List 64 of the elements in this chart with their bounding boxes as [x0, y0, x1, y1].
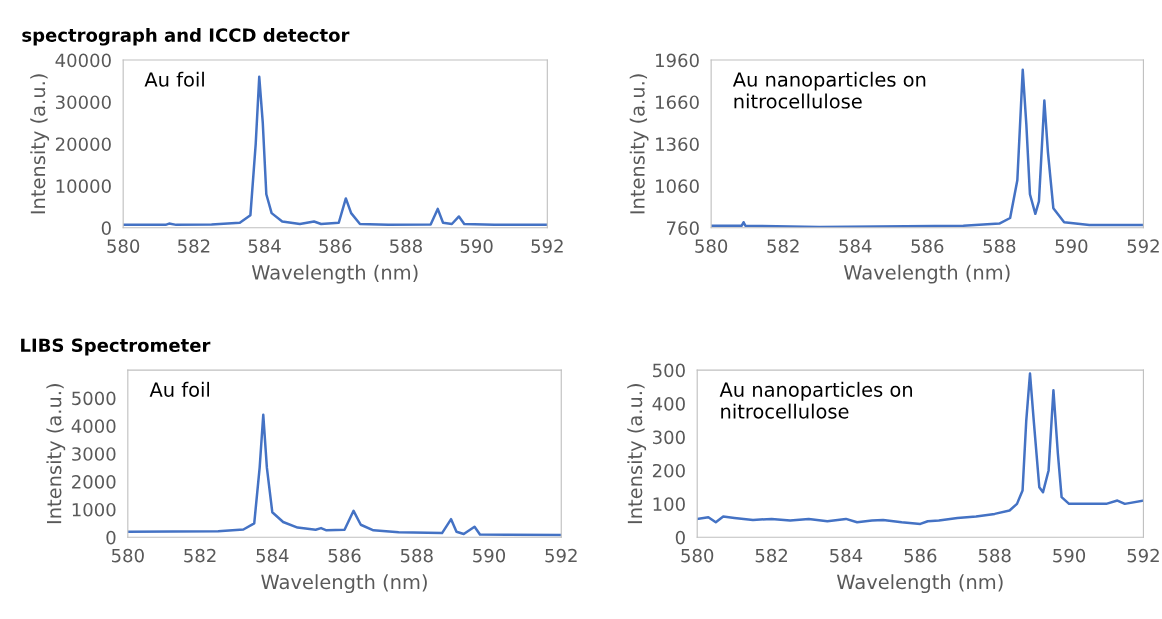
y-tick-label: 0	[101, 221, 111, 235]
y-tick-label: 1660	[656, 95, 699, 110]
x-tick-label: 588	[983, 239, 1016, 253]
x-tick-label: 588	[400, 548, 433, 563]
x-tick-label: 582	[178, 239, 210, 253]
y-tick-label: 40000	[55, 53, 111, 68]
x-tick-label: 580	[107, 239, 140, 253]
x-tick-label: 582	[755, 548, 787, 563]
y-tick-label: 760	[667, 221, 699, 235]
x-tick-label: 590	[460, 239, 493, 253]
y-tick-label: 5000	[72, 391, 116, 406]
x-tick-label: 580	[681, 548, 714, 563]
x-tick-label: 586	[911, 239, 944, 253]
y-tick-label: 500	[653, 363, 685, 378]
annotation: Au foil	[144, 71, 204, 87]
y-axis-title: Intensity (a.u.)	[627, 384, 647, 524]
x-axis-title: Wavelength (nm)	[261, 574, 427, 594]
x-tick-label: 582	[767, 239, 799, 253]
x-tick-label: 592	[545, 548, 577, 563]
x-tick-label: 584	[256, 548, 289, 563]
x-tick-label: 590	[1053, 548, 1086, 563]
y-tick-label: 1060	[656, 179, 699, 193]
x-tick-label: 584	[839, 239, 872, 253]
y-tick-label: 1960	[656, 53, 699, 68]
x-tick-label: 584	[248, 239, 281, 253]
x-tick-label: 592	[1127, 239, 1159, 253]
y-tick-label: 0	[106, 530, 116, 545]
y-tick-label: 20000	[55, 137, 111, 152]
x-tick-label: 592	[1127, 548, 1159, 563]
y-tick-label: 3000	[72, 447, 116, 461]
x-tick-label: 586	[328, 548, 361, 563]
chart-title: spectrograph and ICCD detector	[22, 27, 350, 46]
x-axis-title: Wavelength (nm)	[843, 264, 1010, 284]
x-tick-label: 590	[473, 548, 506, 563]
x-tick-label: 586	[904, 548, 937, 563]
y-tick-label: 30000	[56, 95, 111, 110]
x-tick-label: 590	[1055, 239, 1088, 253]
y-tick-label: 0	[675, 530, 685, 545]
y-axis-title: Intensity (a.u.)	[30, 74, 50, 214]
annotation: Au foil	[149, 381, 210, 397]
x-tick-label: 580	[695, 239, 728, 253]
y-tick-label: 1000	[72, 502, 116, 517]
x-tick-label: 584	[830, 548, 863, 563]
y-tick-label: 300	[653, 430, 685, 445]
x-tick-label: 588	[390, 239, 422, 253]
y-tick-label: 400	[652, 397, 685, 411]
x-tick-label: 582	[184, 548, 216, 563]
x-tick-label: 580	[111, 548, 144, 563]
x-tick-label: 588	[978, 548, 1011, 563]
x-tick-label: 592	[531, 239, 563, 253]
chart-title: LIBS Spectrometer	[21, 338, 211, 356]
x-tick-label: 586	[319, 239, 352, 253]
y-tick-label: 4000	[71, 419, 116, 433]
x-axis-title: Wavelength (nm)	[836, 574, 1003, 594]
y-tick-label: 1360	[656, 137, 699, 152]
y-axis-title: Intensity (a.u.)	[629, 74, 649, 214]
y-axis-title: Intensity (a.u.)	[46, 384, 66, 524]
annotation: Au nanoparticles on nitrocellulose	[719, 381, 912, 419]
y-tick-label: 200	[652, 463, 685, 478]
y-tick-label: 10000	[56, 179, 111, 193]
y-tick-label: 100	[653, 497, 685, 511]
annotation: Au nanoparticles on nitrocellulose	[732, 71, 926, 109]
y-tick-label: 2000	[72, 475, 116, 489]
x-axis-title: Wavelength (nm)	[251, 264, 418, 284]
